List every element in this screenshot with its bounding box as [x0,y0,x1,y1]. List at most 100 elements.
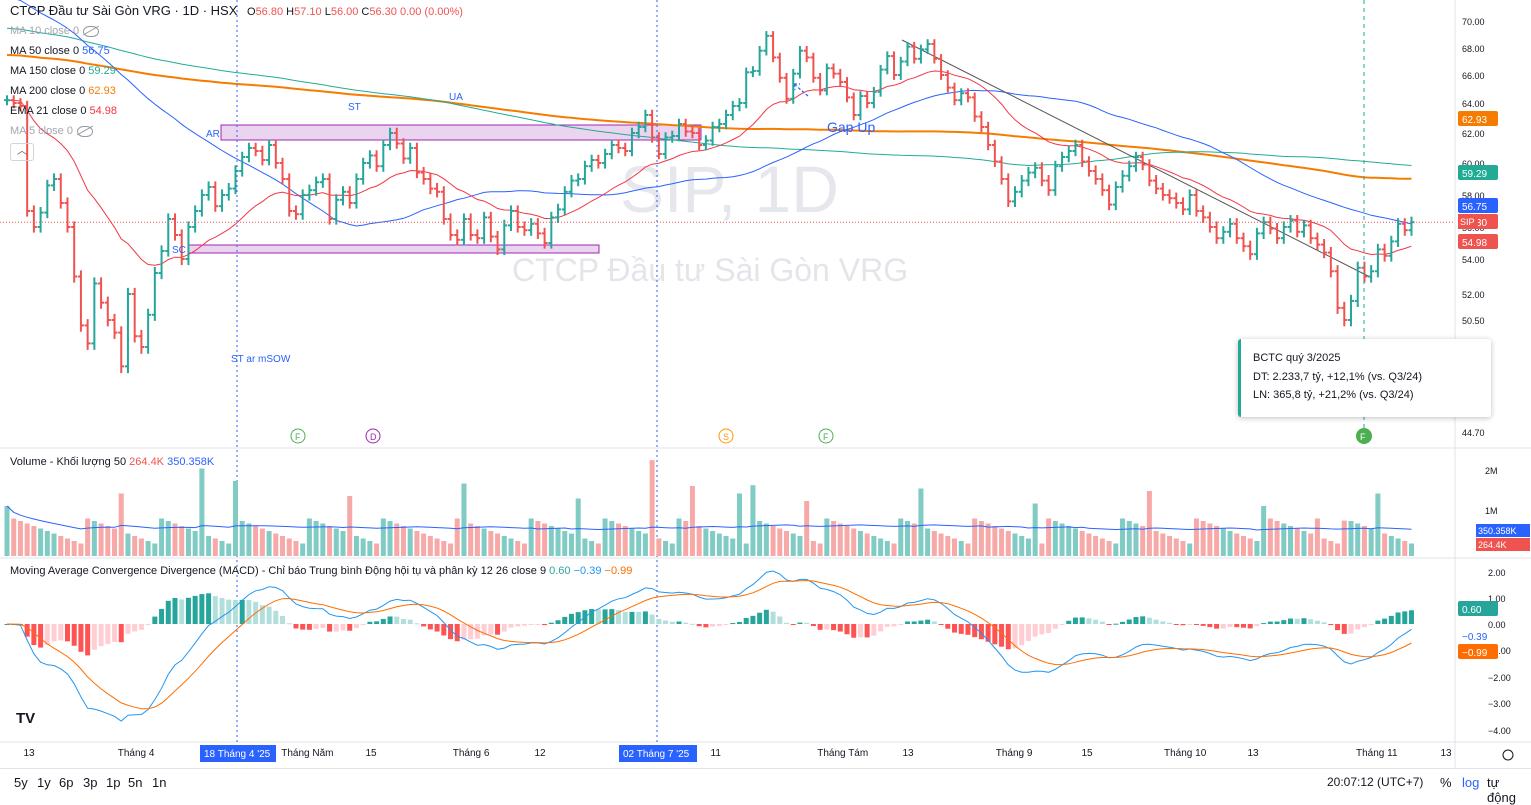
volume-bar [474,526,480,556]
volume-bar [616,523,622,556]
volume-bar [1086,533,1092,556]
price-bar [1132,151,1139,172]
tradingview-logo-icon[interactable]: TV [16,710,36,727]
volume-bar [185,528,191,556]
price-chart[interactable]: 70.00 68.00 66.00 64.00 62.00 60.00 58.00 56.00… [0,0,1531,768]
macd-histogram-bar [958,624,964,634]
price-bar [978,111,985,133]
macd-histogram-bar [31,624,37,646]
macd-histogram-bar [1388,615,1394,624]
price-bar [622,142,629,157]
price-bar [427,173,434,195]
tf-5y[interactable]: 5y [14,775,28,790]
price-bar [1159,183,1166,201]
auto-toggle[interactable]: tự động [1487,775,1516,805]
macd-histogram-bar [1254,624,1260,627]
macd-tick-label: 2.00 [1488,568,1506,578]
percent-toggle[interactable]: % [1440,775,1452,790]
volume-bar [1328,541,1334,556]
legend-ma10[interactable]: MA 10 close 0 [10,25,100,37]
volume-bar [132,536,138,556]
volume-bar [831,521,837,556]
macd-histogram-bar [1227,624,1233,628]
earnings-tooltip: BCTC quý 3/2025 DT: 2.233,7 tỷ, +12,1% (… [1238,339,1491,417]
macd-histogram-bar [777,616,783,624]
symbol-title[interactable]: CTCP Đầu tư Sài Gòn VRG · 1D · HSX [10,3,238,18]
tf-1y[interactable]: 1y [37,775,51,790]
tf-5n[interactable]: 5n [128,775,143,790]
price-bar [286,173,293,217]
tooltip-revenue: DT: 2.233,7 tỷ, +12,1% (vs. Q3/24) [1253,371,1423,383]
macd-histogram-bar [394,616,400,624]
high-value: 57.10 [294,6,322,18]
tf-1n[interactable]: 1n [152,775,167,790]
legend-ma50[interactable]: MA 50 close 0 56.75 [10,45,110,57]
volume-bar [44,531,50,556]
volume-label: Volume - Khối lượng 50 [10,456,127,468]
macd-histogram-bar [1408,610,1414,624]
macd-histogram-bar [703,624,709,628]
macd-histogram-bar [51,624,57,642]
price-bar [64,197,71,233]
price-bar [756,45,763,76]
tooltip-title: BCTC quý 3/2025 [1253,352,1341,364]
price-bar [729,100,736,121]
legend-ma150[interactable]: MA 150 close 0 59.29 [10,65,116,77]
clock[interactable]: 20:07:12 (UTC+7) [1327,775,1424,789]
macd-legend[interactable]: Moving Average Convergence Divergence (M… [10,565,632,577]
price-bar [219,189,226,212]
macd-histogram-bar [400,618,406,624]
macd-histogram-bar [1261,623,1267,625]
volume-bar [387,521,393,556]
macd-histogram-bar [1046,624,1052,633]
event-marker-s [718,428,734,444]
tf-3p[interactable]: 3p [83,775,98,790]
tf-6p[interactable]: 6p [59,775,74,790]
volume-bar [696,526,702,556]
time-axis-label: 13 [903,748,915,759]
macd-tick-label: −3.00 [1488,699,1511,709]
time-axis-label: 13 [1441,748,1453,759]
macd-histogram-bar [1375,620,1381,624]
macd-histogram-bar [414,623,420,625]
legend-ma5[interactable]: MA 5 close 0 [10,125,93,137]
price-bar [1072,139,1079,157]
macd-histogram-bar [380,618,386,624]
volume-bar [51,533,57,556]
volume-bar [1072,528,1078,556]
price-bar [1307,219,1314,244]
volume-bar [528,518,534,556]
volume-bar [736,493,742,556]
macd-histogram-bar [1093,619,1099,624]
volume-bar [1193,518,1199,556]
price-bar [1341,301,1348,327]
legend-ma200[interactable]: MA 200 close 0 62.93 [10,85,116,97]
time-axis-label: 15 [1082,748,1094,759]
volume-bar [1140,526,1146,556]
macd-histogram-bar [1274,621,1280,624]
legend-ma150-value: 59.29 [88,65,116,77]
price-bar [366,150,373,169]
volume-bar [542,523,548,556]
volume-bar [804,501,810,556]
macd-histogram-bar [629,611,635,624]
collapse-legend-button[interactable]: ︿ [10,143,34,161]
macd-histogram-bar [871,624,877,636]
hidden-eye-icon[interactable] [83,25,100,37]
volume-legend[interactable]: Volume - Khối lượng 50 264.4K 350.358K [10,456,214,468]
price-bar [346,186,353,209]
volume-bar [1200,521,1206,556]
hidden-eye-icon[interactable] [76,125,93,137]
macd-histogram-bar [374,621,380,624]
macd-histogram-bar [1247,624,1253,629]
legend-ma10-label: MA 10 close 0 [10,25,80,37]
volume-bar [454,518,460,556]
tf-1p[interactable]: 1p [106,775,121,790]
legend-ema21[interactable]: EMA 21 close 0 54.98 [10,105,117,117]
macd-tick-label: 1.00 [1488,594,1506,604]
volume-bar [837,523,843,556]
volume-bar [562,531,568,556]
log-toggle[interactable]: log [1462,775,1480,790]
volume-bar [629,528,635,556]
event-label-d: D [370,432,377,442]
